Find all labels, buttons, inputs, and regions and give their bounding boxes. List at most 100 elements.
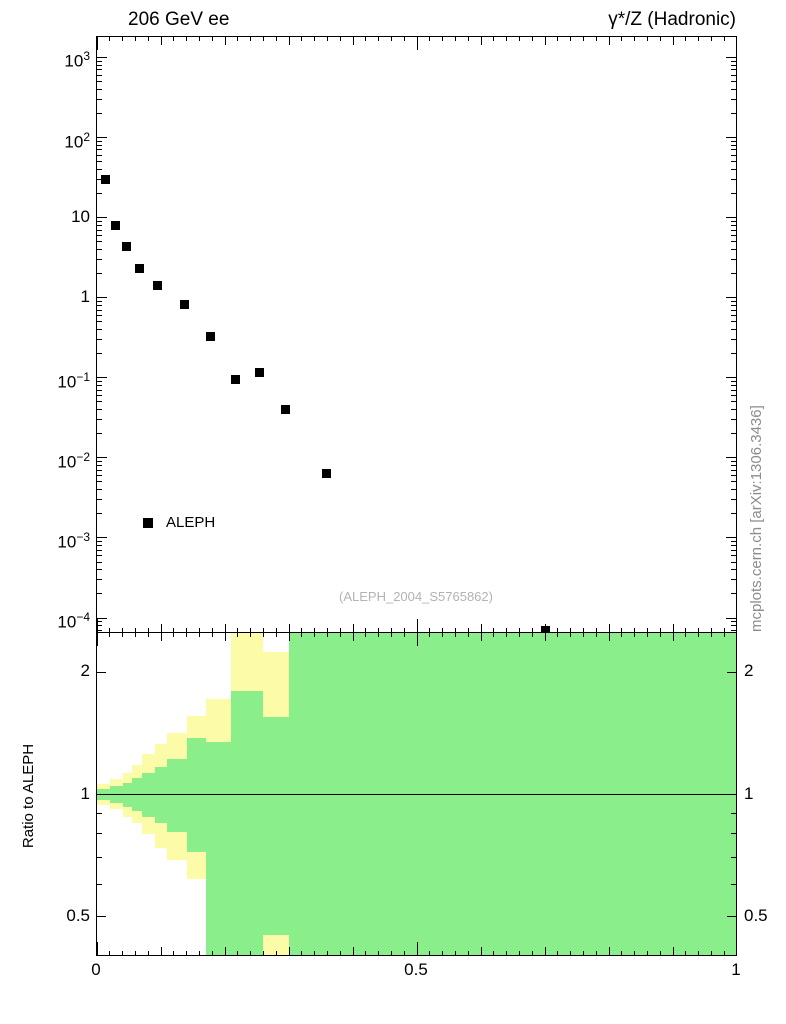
data-point-marker — [135, 264, 145, 274]
axis-tick — [731, 329, 736, 331]
axis-tick — [672, 633, 674, 641]
axis-tick — [731, 224, 736, 226]
axis-tick — [97, 149, 102, 151]
axis-tick — [467, 628, 469, 632]
axis-tick — [326, 37, 328, 41]
axis-tick — [467, 951, 469, 955]
axis-tick — [262, 628, 264, 632]
y-axis-tick-label: 10−4 — [57, 610, 90, 632]
axis-tick — [429, 37, 431, 41]
axis-tick — [97, 56, 107, 58]
axis-tick — [582, 37, 584, 41]
axis-tick — [731, 545, 736, 547]
ratio-band-inner — [263, 717, 289, 936]
axis-tick — [147, 628, 149, 632]
axis-tick — [211, 633, 213, 637]
axis-tick — [160, 37, 162, 45]
axis-tick — [97, 229, 102, 231]
axis-tick — [710, 633, 712, 637]
axis-tick — [109, 633, 111, 637]
axis-tick — [731, 469, 736, 471]
axis-tick — [122, 633, 124, 637]
axis-tick — [97, 419, 102, 421]
axis-tick — [97, 942, 98, 955]
axis-tick — [378, 37, 380, 41]
axis-tick — [198, 628, 200, 632]
axis-tick — [685, 628, 687, 632]
axis-tick — [518, 951, 520, 955]
axis-tick — [288, 947, 290, 955]
axis-tick — [97, 549, 102, 551]
axis-tick — [97, 629, 102, 631]
axis-tick — [97, 541, 102, 543]
axis-tick — [731, 192, 736, 194]
axis-tick — [731, 621, 736, 623]
axis-tick — [570, 951, 572, 955]
axis-tick — [198, 37, 200, 41]
axis-tick — [429, 633, 431, 637]
axis-tick — [557, 951, 559, 955]
axis-tick — [97, 273, 102, 275]
axis-tick — [595, 628, 597, 632]
axis-tick — [97, 489, 102, 491]
axis-tick — [275, 633, 277, 637]
axis-tick — [731, 561, 736, 563]
axis-tick — [97, 37, 98, 50]
axis-tick — [731, 60, 736, 62]
axis-tick — [698, 951, 700, 955]
axis-tick — [97, 513, 102, 515]
axis-tick — [621, 37, 623, 41]
y-axis-tick-label: 103 — [64, 49, 90, 72]
axis-tick — [352, 947, 354, 955]
axis-tick — [97, 593, 102, 595]
axis-tick — [731, 248, 736, 250]
axis-tick — [147, 951, 149, 955]
axis-tick — [97, 619, 98, 632]
axis-tick — [726, 457, 736, 459]
axis-tick — [288, 633, 290, 641]
axis-tick — [97, 625, 102, 627]
axis-tick — [97, 304, 102, 306]
axis-tick — [731, 555, 736, 557]
axis-tick — [731, 161, 736, 163]
axis-tick — [557, 633, 559, 637]
axis-tick — [731, 481, 736, 483]
axis-tick — [97, 321, 102, 323]
axis-tick — [731, 353, 736, 355]
axis-tick — [659, 951, 661, 955]
axis-tick — [506, 37, 508, 41]
axis-tick — [352, 624, 354, 632]
axis-tick — [731, 309, 736, 311]
axis-tick — [97, 144, 102, 146]
axis-tick — [134, 37, 136, 41]
axis-tick — [97, 69, 102, 71]
axis-tick — [582, 628, 584, 632]
axis-tick — [97, 409, 102, 411]
axis-tick — [147, 37, 149, 41]
axis-tick — [731, 409, 736, 411]
axis-tick — [326, 628, 328, 632]
axis-tick — [97, 314, 102, 316]
axis-tick — [544, 947, 546, 955]
ratio-band-inner — [167, 759, 187, 832]
axis-tick — [390, 628, 392, 632]
axis-tick — [262, 633, 264, 637]
axis-tick — [134, 628, 136, 632]
axis-tick — [731, 433, 736, 435]
axis-tick — [493, 951, 495, 955]
axis-tick — [698, 37, 700, 41]
axis-tick — [685, 37, 687, 41]
axis-tick — [403, 951, 405, 955]
axis-tick — [97, 353, 102, 355]
axis-tick — [288, 624, 290, 632]
axis-tick — [731, 273, 736, 275]
axis-tick — [731, 144, 736, 146]
axis-tick — [731, 112, 736, 114]
axis-tick — [390, 633, 392, 637]
axis-tick — [731, 241, 736, 243]
axis-tick — [416, 619, 418, 632]
axis-tick — [97, 168, 102, 170]
axis-tick — [97, 140, 102, 142]
axis-tick — [365, 37, 367, 41]
axis-tick — [726, 217, 736, 219]
